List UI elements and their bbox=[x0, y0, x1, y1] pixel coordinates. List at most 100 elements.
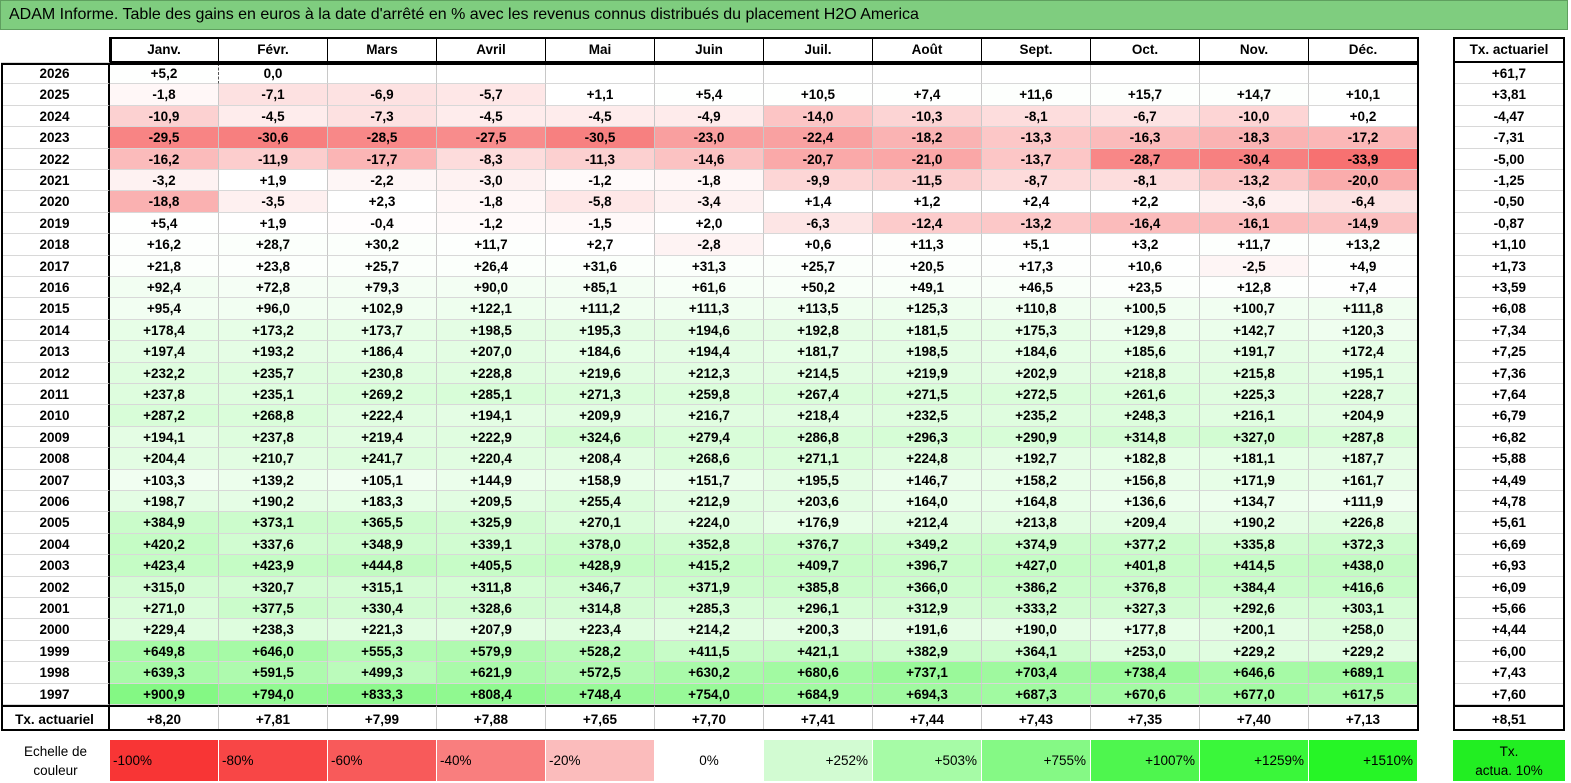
table-cell: +192,8 bbox=[764, 319, 873, 342]
table-cell: -7,1 bbox=[219, 84, 328, 106]
table-cell: +212,4 bbox=[873, 512, 982, 534]
table-cell: +103,3 bbox=[110, 469, 219, 491]
table-cell: +194,4 bbox=[655, 341, 764, 363]
table-cell: +111,3 bbox=[655, 298, 764, 320]
table-cell: +31,3 bbox=[655, 255, 764, 277]
table-cell: +181,7 bbox=[764, 341, 873, 363]
table-cell: +421,1 bbox=[764, 640, 873, 663]
table-cell: +646,6 bbox=[1200, 662, 1309, 684]
year-label: 2008 bbox=[1, 448, 110, 470]
table-cell: -13,7 bbox=[982, 148, 1091, 170]
header-frame bbox=[110, 37, 1419, 64]
table-cell: +158,9 bbox=[546, 469, 655, 491]
table-cell: +10,6 bbox=[1091, 255, 1200, 277]
table-cell: +270,1 bbox=[546, 512, 655, 534]
table-cell: +50,2 bbox=[764, 277, 873, 299]
table-cell: -13,2 bbox=[982, 212, 1091, 235]
table-cell: +214,2 bbox=[655, 619, 764, 641]
table-cell: +2,2 bbox=[1091, 191, 1200, 213]
table-cell: +226,8 bbox=[1309, 512, 1418, 534]
table-cell: +420,2 bbox=[110, 533, 219, 556]
year-label: 2021 bbox=[1, 170, 110, 192]
table-cell: -11,5 bbox=[873, 170, 982, 192]
table-cell: +194,1 bbox=[437, 405, 546, 427]
totals-cell: +7,40 bbox=[1200, 705, 1309, 731]
table-cell: -8,1 bbox=[982, 105, 1091, 128]
table-cell: +213,8 bbox=[982, 512, 1091, 534]
totals-cell: +7,81 bbox=[219, 705, 328, 731]
table-cell: +5,2 bbox=[110, 63, 219, 85]
year-label: 2025 bbox=[1, 84, 110, 106]
table-cell: +339,1 bbox=[437, 533, 546, 556]
table-cell: +377,5 bbox=[219, 598, 328, 620]
rate-cell: +4,49 bbox=[1453, 470, 1565, 491]
table-cell: +20,5 bbox=[873, 255, 982, 277]
table-cell: +2,0 bbox=[655, 212, 764, 235]
table-cell: +1,9 bbox=[219, 170, 328, 192]
table-cell: -30,4 bbox=[1200, 148, 1309, 170]
table-cell: -6,3 bbox=[764, 212, 873, 235]
table-cell: -10,3 bbox=[873, 105, 982, 128]
table-cell: +218,8 bbox=[1091, 362, 1200, 384]
table-cell: +311,8 bbox=[437, 576, 546, 598]
table-cell: -12,4 bbox=[873, 212, 982, 235]
table-cell: -4,5 bbox=[437, 105, 546, 128]
table-cell: -10,0 bbox=[1200, 105, 1309, 128]
totals-rate: +8,51 bbox=[1453, 705, 1565, 731]
rate-cell: +6,08 bbox=[1453, 298, 1565, 320]
rate-cell: -0,50 bbox=[1453, 191, 1565, 213]
table-cell: +183,3 bbox=[328, 491, 437, 513]
table-cell: -16,3 bbox=[1091, 127, 1200, 149]
table-cell: +268,6 bbox=[655, 448, 764, 470]
table-cell: +215,8 bbox=[1200, 362, 1309, 384]
table-cell: -18,2 bbox=[873, 127, 982, 149]
legend-swatch: -20% bbox=[546, 740, 655, 781]
table-frame bbox=[1, 63, 1419, 731]
table-cell: +287,8 bbox=[1309, 426, 1418, 449]
table-cell: +324,6 bbox=[546, 426, 655, 449]
table-cell: -1,5 bbox=[546, 212, 655, 235]
table-cell: +171,9 bbox=[1200, 469, 1309, 491]
table-cell: +349,2 bbox=[873, 533, 982, 556]
table-cell: +229,2 bbox=[1309, 640, 1418, 663]
table-cell: +191,7 bbox=[1200, 341, 1309, 363]
table-cell: +225,3 bbox=[1200, 384, 1309, 406]
table-cell: +376,7 bbox=[764, 533, 873, 556]
table-cell: -30,5 bbox=[546, 127, 655, 149]
table-cell: -16,4 bbox=[1091, 212, 1200, 235]
table-cell: +0,6 bbox=[764, 234, 873, 256]
table-cell: +833,3 bbox=[328, 683, 437, 705]
table-cell: +229,4 bbox=[110, 619, 219, 641]
table-cell: -10,9 bbox=[110, 105, 219, 128]
table-cell: +416,6 bbox=[1309, 576, 1418, 598]
legend-swatch: -60% bbox=[328, 740, 437, 781]
table-cell bbox=[546, 63, 655, 85]
table-cell: -9,9 bbox=[764, 170, 873, 192]
rate-cell: +7,36 bbox=[1453, 363, 1565, 384]
legend-rate-line1: Tx. bbox=[1499, 744, 1519, 759]
table-cell: +315,0 bbox=[110, 576, 219, 598]
table-cell: +235,1 bbox=[219, 384, 328, 406]
table-cell: +190,2 bbox=[1200, 512, 1309, 534]
table-cell: +4,9 bbox=[1309, 255, 1418, 277]
table-cell: +222,4 bbox=[328, 405, 437, 427]
table-cell: +1,9 bbox=[219, 212, 328, 235]
table-cell: +5,1 bbox=[982, 234, 1091, 256]
table-cell: +11,7 bbox=[437, 234, 546, 256]
table-cell: +748,4 bbox=[546, 683, 655, 705]
rate-cell: +6,00 bbox=[1453, 641, 1565, 663]
year-label: 2015 bbox=[1, 298, 110, 320]
table-cell: +405,5 bbox=[437, 555, 546, 577]
table-cell: +31,6 bbox=[546, 255, 655, 277]
table-cell: +415,2 bbox=[655, 555, 764, 577]
rate-cell: +1,10 bbox=[1453, 234, 1565, 256]
table-cell: +572,5 bbox=[546, 662, 655, 684]
table-cell: +219,6 bbox=[546, 362, 655, 384]
table-cell: +5,4 bbox=[655, 84, 764, 106]
year-label: 2016 bbox=[1, 277, 110, 299]
table-cell: -22,4 bbox=[764, 127, 873, 149]
table-cell: +15,7 bbox=[1091, 84, 1200, 106]
table-cell: +204,9 bbox=[1309, 405, 1418, 427]
table-cell: -17,7 bbox=[328, 148, 437, 170]
table-cell: +409,7 bbox=[764, 555, 873, 577]
